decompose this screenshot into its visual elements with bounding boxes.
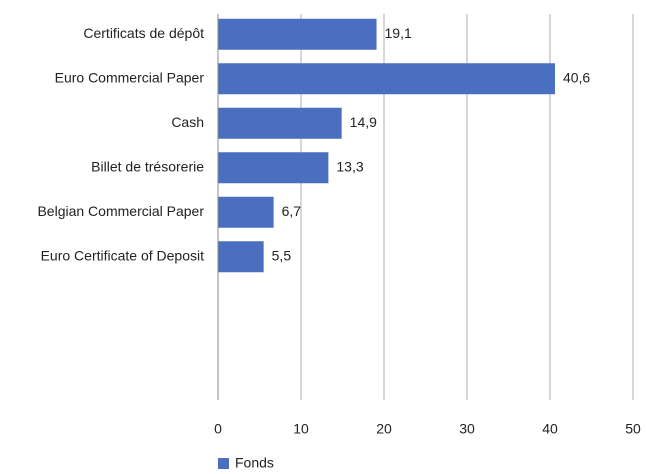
data-label: 40,6	[563, 69, 590, 85]
x-tick-label: 0	[214, 421, 222, 437]
bar	[218, 152, 329, 184]
data-label: 19,1	[385, 25, 412, 41]
x-tick-label: 30	[459, 421, 475, 437]
legend-label: Fonds	[235, 455, 274, 471]
bar	[218, 196, 274, 228]
y-tick-label: Euro Commercial Paper	[55, 69, 205, 85]
x-tick-label: 40	[542, 421, 558, 437]
bar	[218, 107, 342, 139]
y-tick-label: Belgian Commercial Paper	[37, 203, 204, 219]
y-tick-label: Cash	[171, 114, 204, 130]
bar	[218, 18, 377, 50]
data-label: 14,9	[350, 114, 377, 130]
y-tick-label: Certificats de dépôt	[83, 25, 204, 41]
legend-swatch	[218, 458, 229, 469]
y-tick-label: Billet de trésorerie	[91, 158, 204, 174]
data-label: 6,7	[282, 203, 302, 219]
data-label: 5,5	[272, 247, 292, 263]
x-tick-label: 10	[293, 421, 309, 437]
x-tick-label: 20	[376, 421, 392, 437]
bar	[218, 63, 555, 95]
data-label: 13,3	[336, 158, 363, 174]
y-tick-label: Euro Certificate of Deposit	[41, 247, 205, 263]
bar	[218, 241, 264, 273]
x-tick-label: 50	[625, 421, 641, 437]
